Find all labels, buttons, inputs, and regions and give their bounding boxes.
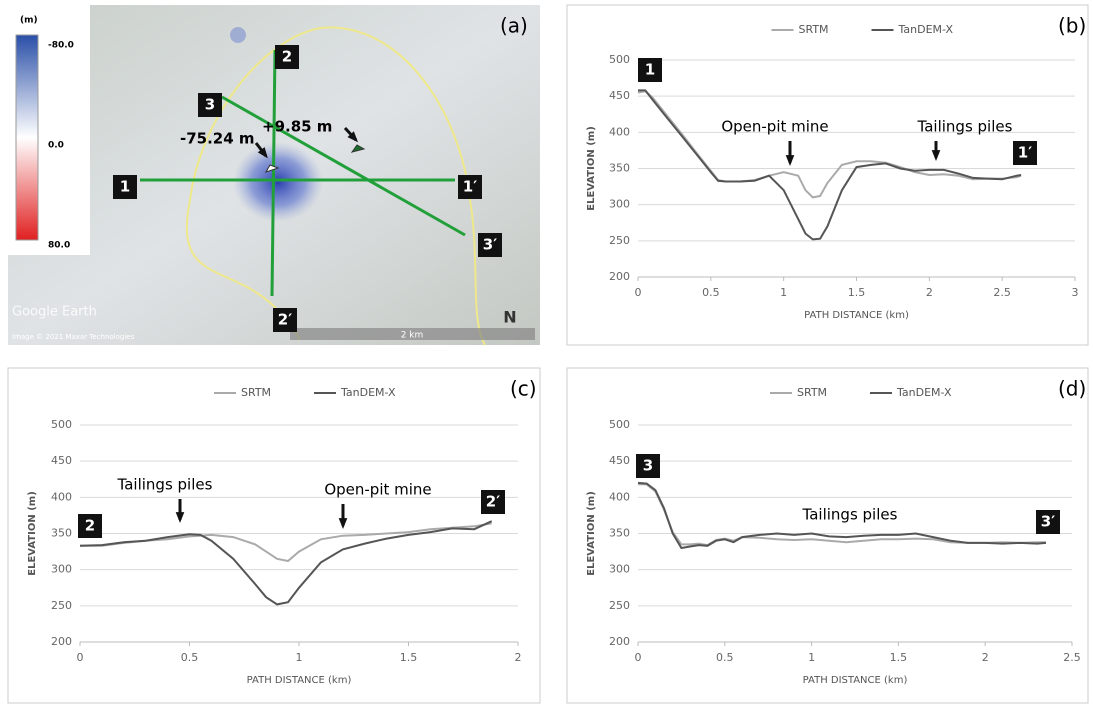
subsidence-area: [233, 142, 323, 222]
series-line: [638, 90, 1021, 239]
y-tick-label: 200: [51, 635, 72, 648]
x-tick-label: 1.5: [400, 651, 418, 664]
y-tick-label: 450: [609, 89, 630, 102]
y-tick-label: 450: [609, 454, 630, 467]
section-label: 1: [645, 61, 655, 79]
annotation: Tailings piles: [117, 476, 213, 494]
section-label: 3: [643, 457, 653, 475]
x-tick-label: 0: [635, 286, 642, 299]
legend-label: SRTM: [797, 386, 827, 399]
y-tick-label: 350: [609, 162, 630, 175]
panel-label: (b): [1058, 14, 1086, 38]
y-axis-label: ELEVATION (m): [586, 126, 597, 211]
y-axis-label: ELEVATION (m): [27, 491, 38, 576]
series-line: [638, 91, 1021, 197]
y-tick-label: 200: [609, 635, 630, 648]
legend-label: SRTM: [241, 386, 271, 399]
x-tick-label: 2.5: [1063, 651, 1081, 664]
x-tick-label: 2: [926, 286, 933, 299]
anomaly: [230, 27, 246, 43]
x-tick-label: 1: [780, 286, 787, 299]
x-tick-label: 0: [635, 651, 642, 664]
x-tick-label: 2: [982, 651, 989, 664]
y-tick-label: 300: [51, 563, 72, 576]
section-label: 3′: [483, 236, 497, 254]
arrow-head: [786, 155, 795, 166]
annotation: +9.85 m: [262, 118, 332, 136]
panel-label: (a): [500, 14, 528, 38]
legend-label: TanDEM-X: [340, 386, 396, 399]
annotation: Open-pit mine: [721, 118, 828, 136]
y-tick-label: 300: [609, 198, 630, 211]
x-tick-label: 1.5: [848, 286, 866, 299]
y-tick-label: 300: [609, 563, 630, 576]
annotation: Tailings piles: [917, 118, 1013, 136]
y-tick-label: 350: [51, 527, 72, 540]
y-tick-label: 450: [51, 454, 72, 467]
figure: (m) -80.0 0.0 80.0 (a) -75.24 m +9.85 m …: [0, 0, 1093, 706]
x-tick-label: 0.5: [702, 286, 720, 299]
section-label: 2: [282, 48, 292, 66]
arrow-head: [932, 150, 941, 161]
x-axis-label: PATH DISTANCE (km): [803, 675, 908, 686]
x-tick-label: 2: [515, 651, 522, 664]
section-label: 1′: [463, 178, 477, 196]
x-tick-label: 0: [77, 651, 84, 664]
y-tick-label: 400: [609, 490, 630, 503]
x-tick-label: 0.5: [716, 651, 734, 664]
annotation: Tailings piles: [802, 506, 898, 524]
section-label: 3: [205, 96, 215, 114]
x-tick-label: 3: [1072, 286, 1079, 299]
x-tick-label: 1.5: [890, 651, 908, 664]
section-label: 2′: [278, 311, 292, 329]
panel-label: (d): [1058, 377, 1086, 401]
x-axis-label: PATH DISTANCE (km): [247, 675, 352, 686]
colorbar: [16, 35, 38, 240]
y-tick-label: 400: [51, 490, 72, 503]
x-tick-label: 2.5: [993, 286, 1011, 299]
x-tick-label: 0.5: [181, 651, 199, 664]
annotation: -75.24 m: [180, 130, 255, 148]
y-tick-label: 350: [609, 527, 630, 540]
page: (m) -80.0 0.0 80.0 (a) -75.24 m +9.85 m …: [0, 0, 1093, 710]
section-label: 2′: [486, 493, 500, 511]
credit: Image © 2021 Maxar Technologies: [12, 333, 135, 341]
y-tick-label: 500: [51, 418, 72, 431]
y-tick-label: 250: [51, 599, 72, 612]
colorbar-label: -80.0: [48, 41, 74, 51]
colorbar-label: 0.0: [48, 141, 64, 151]
section-label: 1′: [1018, 144, 1032, 162]
y-tick-label: 200: [609, 270, 630, 283]
section-label: 3′: [1041, 513, 1055, 531]
x-tick-label: 1: [808, 651, 815, 664]
y-tick-label: 500: [609, 418, 630, 431]
annotation: Open-pit mine: [324, 481, 431, 499]
scale-label: 2 km: [401, 331, 424, 341]
y-tick-label: 250: [609, 234, 630, 247]
legend-label: TanDEM-X: [898, 23, 954, 36]
colorbar-label: 80.0: [48, 241, 70, 251]
legend-label: SRTM: [799, 23, 829, 36]
series-line: [80, 523, 492, 561]
panel-label: (c): [510, 377, 537, 401]
colorbar-unit: (m): [20, 16, 38, 26]
x-axis-label: PATH DISTANCE (km): [804, 310, 909, 321]
x-tick-label: 1: [296, 651, 303, 664]
y-tick-label: 250: [609, 599, 630, 612]
y-tick-label: 400: [609, 125, 630, 138]
brand: Google Earth: [12, 305, 97, 320]
arrow-head: [339, 518, 348, 529]
section-label: 2: [85, 517, 95, 535]
arrow-head: [176, 512, 185, 523]
y-axis-label: ELEVATION (m): [586, 491, 597, 576]
y-tick-label: 500: [609, 53, 630, 66]
section-label: 1: [120, 178, 130, 196]
north-arrow: N: [503, 308, 516, 327]
legend-label: TanDEM-X: [896, 386, 952, 399]
